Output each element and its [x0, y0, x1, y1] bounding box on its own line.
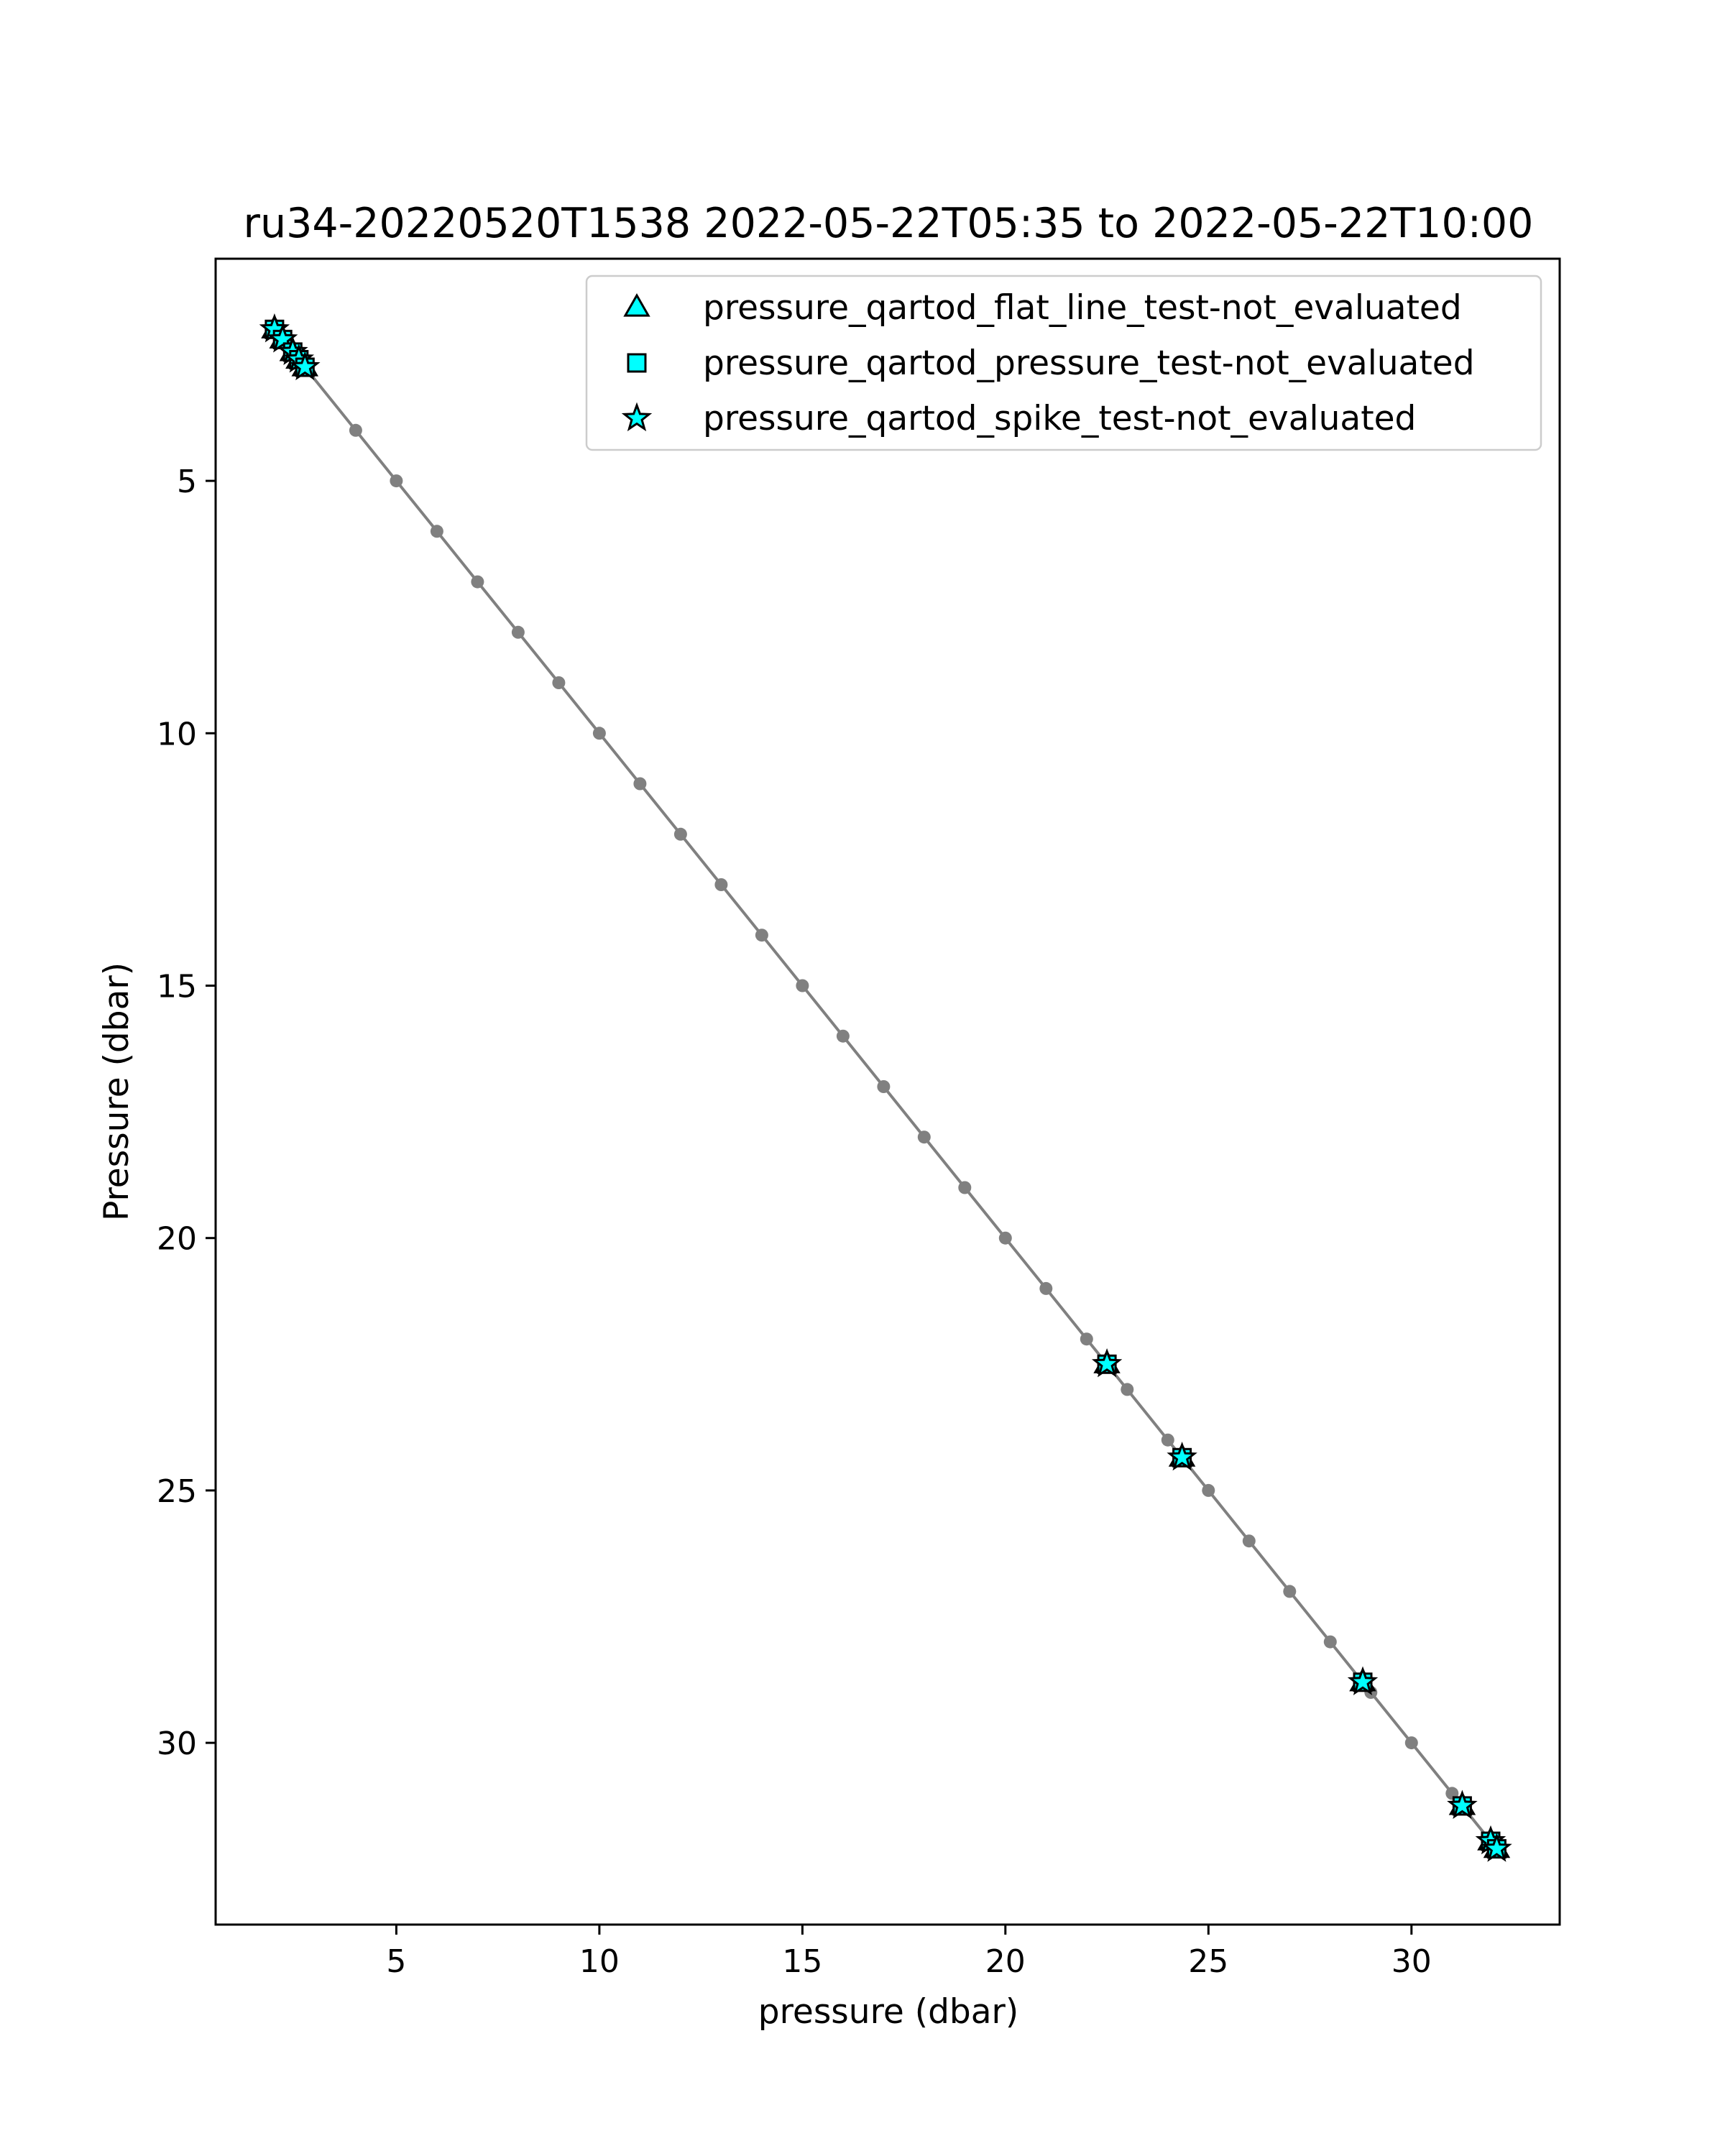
spike-test-point — [1091, 1348, 1123, 1378]
profile-point — [1323, 1635, 1337, 1649]
y-tick-label: 10 — [157, 716, 197, 752]
legend-star-icon — [621, 402, 653, 432]
x-tick-label: 20 — [985, 1943, 1026, 1980]
spike-test-point — [1347, 1666, 1379, 1695]
profile-point — [917, 1130, 931, 1144]
profile-point — [1121, 1383, 1134, 1396]
profile-point — [633, 777, 647, 791]
legend-entry-flat-line-test: pressure_qartod_flat_line_test-not_evalu… — [703, 288, 1462, 328]
x-tick-label: 5 — [386, 1943, 406, 1980]
axes-frame — [214, 257, 1561, 1926]
legend-frame — [585, 275, 1542, 451]
profile-point — [1242, 1534, 1256, 1548]
legend-entry-spike-test: pressure_qartod_spike_test-not_evaluated — [703, 399, 1416, 438]
profile-point — [592, 727, 606, 740]
profile-point — [877, 1080, 891, 1093]
x-axis: 5 10 15 20 25 30 — [386, 1925, 1432, 1980]
profile-point — [1161, 1433, 1174, 1447]
profile-point — [1404, 1736, 1418, 1750]
profile-point — [390, 474, 403, 488]
y-tick-label: 25 — [157, 1473, 197, 1510]
x-tick-label: 15 — [782, 1943, 822, 1980]
profile-point — [471, 575, 484, 589]
legend: pressure_qartod_flat_line_test-not_evalu… — [585, 275, 1542, 451]
profile-point — [1202, 1483, 1215, 1497]
x-tick-label: 30 — [1392, 1943, 1432, 1980]
y-axis-label: Pressure (dbar) — [97, 962, 137, 1221]
legend-entry-pressure-test: pressure_qartod_pressure_test-not_evalua… — [703, 344, 1475, 383]
profile-point — [430, 525, 443, 538]
spike-test-point — [1447, 1789, 1478, 1820]
x-axis-label: pressure (dbar) — [758, 1992, 1018, 2032]
profile-point — [796, 979, 809, 992]
y-tick-label: 5 — [177, 464, 197, 500]
profile-point — [673, 827, 687, 841]
profile-point — [1283, 1585, 1297, 1598]
y-tick-label: 15 — [157, 969, 197, 1005]
x-tick-label: 10 — [579, 1943, 620, 1980]
y-axis: 5 10 15 20 25 30 — [157, 464, 216, 1762]
plot-area — [259, 313, 1512, 1862]
profile-point — [998, 1231, 1012, 1245]
spike-test-point — [1481, 1833, 1512, 1862]
profile-point — [755, 929, 768, 942]
spike-test-point — [1167, 1441, 1197, 1471]
profile-point — [1080, 1332, 1093, 1346]
legend-square-icon — [627, 353, 647, 373]
profile-point — [1039, 1281, 1053, 1295]
profile-point — [349, 423, 362, 437]
chart-title: ru34-20220520T1538 2022-05-22T05:35 to 2… — [244, 200, 1534, 247]
legend-triangle-icon — [623, 292, 650, 317]
profile-point — [714, 878, 728, 891]
profile-point — [511, 625, 525, 639]
profile-point — [958, 1181, 972, 1194]
y-tick-label: 30 — [157, 1726, 197, 1762]
spike-test-point — [267, 323, 298, 353]
spike-test-point — [290, 351, 321, 381]
profile-point — [552, 676, 566, 689]
profile-point — [836, 1029, 850, 1043]
x-tick-label: 25 — [1188, 1943, 1228, 1980]
y-tick-label: 20 — [157, 1221, 197, 1258]
